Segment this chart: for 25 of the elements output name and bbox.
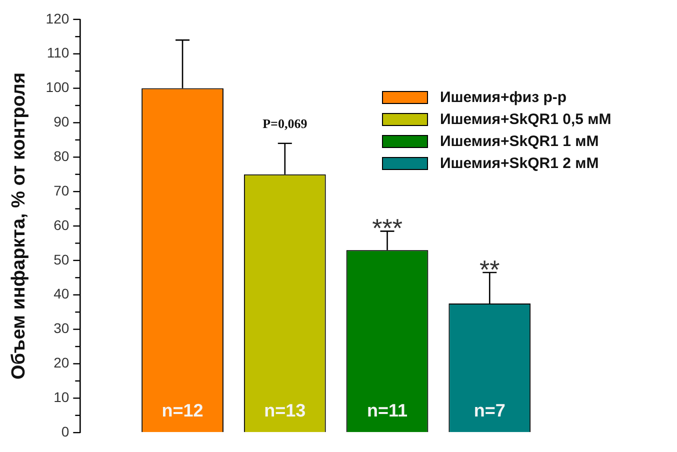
y-tick-label: 80 — [54, 148, 70, 164]
y-tick-label: 100 — [46, 79, 70, 96]
annotation: n=11 — [366, 400, 408, 421]
annotation: n=12 — [162, 400, 204, 421]
legend-label: Ишемия+SkQR1 2 мМ — [440, 154, 599, 172]
y-tick-label: 0 — [61, 423, 70, 440]
legend-label: Ишемия+физ р-р — [440, 88, 567, 106]
y-tick-label: 120 — [46, 10, 70, 26]
annotation: n=13 — [264, 400, 306, 421]
y-tick-label: 50 — [54, 251, 70, 268]
annotation: *** — [372, 213, 402, 244]
y-axis-title: Объем инфаркта, % от контроля — [8, 72, 30, 380]
y-tick-label: 10 — [54, 389, 70, 406]
annotation: ** — [480, 254, 500, 284]
legend-label: Ишемия+SkQR1 1 мМ — [440, 132, 599, 150]
y-tick-label: 60 — [54, 216, 70, 233]
y-tick-label: 20 — [54, 354, 70, 371]
legend-label: Ишемия+SkQR1 0,5 мМ — [440, 110, 612, 128]
annotation: n=7 — [474, 400, 506, 421]
y-tick-label: 110 — [46, 44, 70, 61]
annotation: P=0,069 — [262, 116, 308, 132]
y-tick-label: 40 — [54, 286, 70, 302]
y-tick-label: 30 — [54, 320, 70, 336]
y-tick-label: 90 — [54, 114, 70, 130]
y-tick-label: 70 — [54, 182, 70, 198]
